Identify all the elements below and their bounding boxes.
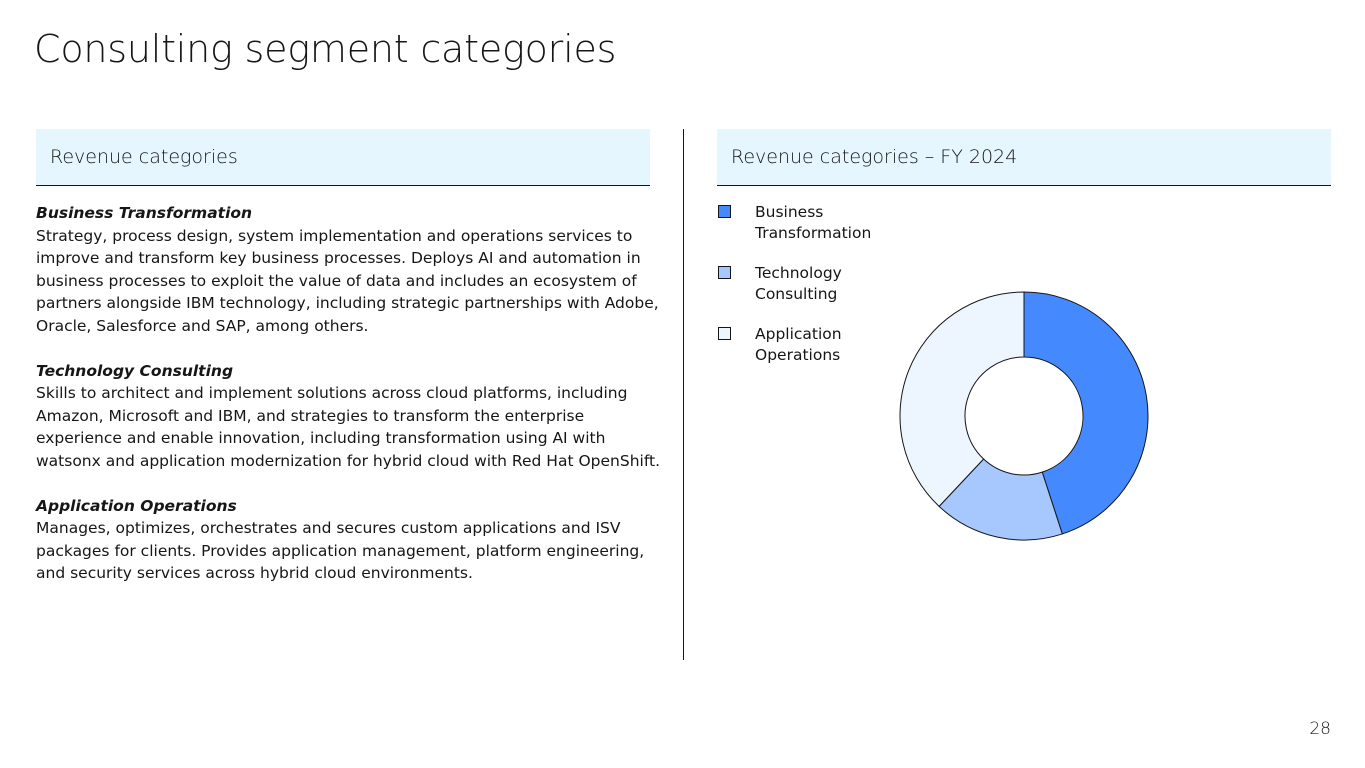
chart-header: Revenue categories – FY 2024 [717, 129, 1331, 186]
legend-label: Business Transformation [755, 202, 885, 243]
category-name: Technology Consulting [36, 361, 234, 380]
revenue-donut-chart [899, 291, 1149, 541]
legend-label-line: Business [755, 203, 824, 221]
legend-label: Application Operations [755, 324, 885, 365]
category-descriptions: Business Transformation Strategy, proces… [36, 202, 666, 607]
donut-slice-application-operations [899, 291, 1025, 508]
legend-label-line: Technology [755, 264, 842, 282]
panel-divider [683, 129, 684, 660]
category-name: Application Operations [36, 496, 237, 515]
category-description: Manages, optimizes, orchestrates and sec… [36, 519, 645, 582]
donut-slice-business-transformation [1023, 291, 1149, 535]
category-description: Strategy, process design, system impleme… [36, 226, 659, 335]
category-description: Skills to architect and implement soluti… [36, 384, 661, 470]
legend-swatch [718, 327, 731, 340]
category-application-operations: Application Operations Manages, optimize… [36, 495, 666, 585]
legend-label-line: Operations [755, 345, 841, 364]
category-name: Business Transformation [36, 204, 253, 222]
legend-label-line: Transformation [755, 223, 872, 242]
page-number: 28 [1309, 719, 1331, 739]
category-technology-consulting: Technology Consulting Skills to architec… [36, 360, 666, 473]
legend-label-line: Consulting [755, 284, 838, 303]
legend-label: Technology Consulting [755, 263, 885, 304]
legend-label-line: Application [755, 325, 842, 343]
revenue-categories-header: Revenue categories [36, 129, 650, 186]
legend-swatch [718, 266, 731, 279]
slide-title: Consulting segment categories [34, 27, 617, 71]
legend-swatch [718, 205, 731, 218]
category-business-transformation: Business Transformation Strategy, proces… [36, 202, 666, 337]
donut-slice-technology-consulting [938, 458, 1063, 541]
